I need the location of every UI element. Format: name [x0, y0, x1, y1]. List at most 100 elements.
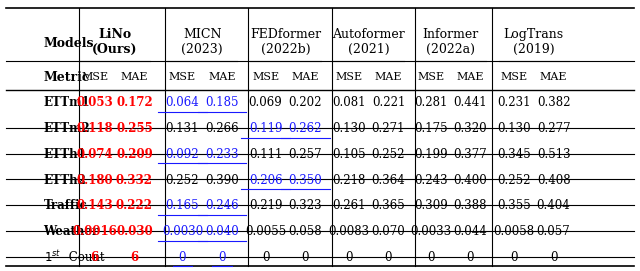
Text: 0.053: 0.053 — [76, 96, 113, 109]
Text: 0: 0 — [301, 251, 309, 264]
Text: MAE: MAE — [457, 72, 484, 82]
Text: $1^{st}$: $1^{st}$ — [44, 250, 61, 265]
Text: 0.118: 0.118 — [76, 122, 113, 135]
Text: 0.243: 0.243 — [414, 174, 447, 187]
Text: 0.271: 0.271 — [372, 122, 405, 135]
Text: 0.130: 0.130 — [332, 122, 365, 135]
Text: 0.441: 0.441 — [454, 96, 487, 109]
Text: 0.064: 0.064 — [166, 96, 199, 109]
Text: MICN
(2023): MICN (2023) — [181, 28, 223, 56]
Text: 0.262: 0.262 — [289, 122, 322, 135]
Text: 0.131: 0.131 — [166, 122, 199, 135]
Text: 0.0058: 0.0058 — [493, 225, 534, 238]
Text: MAE: MAE — [121, 72, 148, 82]
Text: 0.209: 0.209 — [116, 148, 153, 161]
Text: 0.323: 0.323 — [289, 199, 322, 212]
Text: Autoformer
(2021): Autoformer (2021) — [332, 28, 405, 56]
Text: 0: 0 — [218, 251, 226, 264]
Text: 0.221: 0.221 — [372, 96, 405, 109]
Text: 0.382: 0.382 — [537, 96, 570, 109]
Text: LiNo
(Ours): LiNo (Ours) — [92, 28, 138, 56]
Text: 0: 0 — [550, 251, 557, 264]
Text: 0.365: 0.365 — [372, 199, 405, 212]
Text: 0.320: 0.320 — [454, 122, 487, 135]
Text: 0.143: 0.143 — [76, 199, 113, 212]
Text: 0.400: 0.400 — [454, 174, 487, 187]
Text: 0.199: 0.199 — [414, 148, 447, 161]
Text: 0.119: 0.119 — [249, 122, 282, 135]
Text: 0.0033: 0.0033 — [410, 225, 451, 238]
Text: 6: 6 — [91, 251, 99, 264]
Text: 0.231: 0.231 — [497, 96, 531, 109]
Text: ETTh1: ETTh1 — [44, 148, 86, 161]
Text: 0.058: 0.058 — [289, 225, 322, 238]
Text: 0.309: 0.309 — [414, 199, 447, 212]
Text: 0.0016: 0.0016 — [72, 225, 117, 238]
Text: 0.408: 0.408 — [537, 174, 570, 187]
Text: 6: 6 — [131, 251, 138, 264]
Text: 0.057: 0.057 — [537, 225, 570, 238]
Text: 0.202: 0.202 — [289, 96, 322, 109]
Text: 0.111: 0.111 — [249, 148, 282, 161]
Text: 0.175: 0.175 — [414, 122, 447, 135]
Text: 0.233: 0.233 — [205, 148, 239, 161]
Text: 0.281: 0.281 — [414, 96, 447, 109]
Text: 0.218: 0.218 — [332, 174, 365, 187]
Text: 0.252: 0.252 — [372, 148, 405, 161]
Text: 0.257: 0.257 — [289, 148, 322, 161]
Text: 0.092: 0.092 — [166, 148, 199, 161]
Text: 0.246: 0.246 — [205, 199, 239, 212]
Text: 0: 0 — [467, 251, 474, 264]
Text: 0.069: 0.069 — [249, 96, 282, 109]
Text: 0.261: 0.261 — [332, 199, 365, 212]
Text: 0.074: 0.074 — [76, 148, 113, 161]
Text: MSE: MSE — [169, 72, 196, 82]
Text: ETTm2: ETTm2 — [44, 122, 90, 135]
Text: 0.222: 0.222 — [116, 199, 153, 212]
Text: 0.513: 0.513 — [537, 148, 570, 161]
Text: Informer
(2022a): Informer (2022a) — [422, 28, 479, 56]
Text: 0.219: 0.219 — [249, 199, 282, 212]
Text: 0.105: 0.105 — [332, 148, 365, 161]
Text: 0.332: 0.332 — [116, 174, 153, 187]
Text: MAE: MAE — [292, 72, 319, 82]
Text: 0.277: 0.277 — [537, 122, 570, 135]
Text: 0.252: 0.252 — [497, 174, 531, 187]
Text: 0.070: 0.070 — [372, 225, 405, 238]
Text: MAE: MAE — [540, 72, 567, 82]
Text: 0.255: 0.255 — [116, 122, 153, 135]
Text: Weather: Weather — [44, 225, 99, 238]
Text: Models: Models — [44, 37, 94, 50]
Text: MSE: MSE — [417, 72, 444, 82]
Text: 0.388: 0.388 — [454, 199, 487, 212]
Text: 0.404: 0.404 — [537, 199, 570, 212]
Text: LogTrans
(2019): LogTrans (2019) — [504, 28, 564, 56]
Text: 0.0083: 0.0083 — [328, 225, 369, 238]
Text: MAE: MAE — [209, 72, 236, 82]
Text: 0.172: 0.172 — [116, 96, 153, 109]
Text: 0.350: 0.350 — [289, 174, 322, 187]
Text: 0.377: 0.377 — [454, 148, 487, 161]
Text: MSE: MSE — [81, 72, 108, 82]
Text: 0.180: 0.180 — [76, 174, 113, 187]
Text: 0.0030: 0.0030 — [162, 225, 203, 238]
Text: 0.130: 0.130 — [497, 122, 531, 135]
Text: 0: 0 — [345, 251, 353, 264]
Text: Count: Count — [65, 251, 104, 264]
Text: 0.345: 0.345 — [497, 148, 531, 161]
Text: MAE: MAE — [375, 72, 402, 82]
Text: 0.081: 0.081 — [332, 96, 365, 109]
Text: MSE: MSE — [252, 72, 279, 82]
Text: 0.364: 0.364 — [372, 174, 405, 187]
Text: 0.030: 0.030 — [116, 225, 153, 238]
Text: ETTm1: ETTm1 — [44, 96, 90, 109]
Text: 0.165: 0.165 — [166, 199, 199, 212]
Text: 0.390: 0.390 — [205, 174, 239, 187]
Text: 0.0055: 0.0055 — [245, 225, 286, 238]
Text: FEDformer
(2022b): FEDformer (2022b) — [250, 28, 321, 56]
Text: Metric: Metric — [44, 71, 90, 84]
Text: 0.185: 0.185 — [205, 96, 239, 109]
Text: 0: 0 — [179, 251, 186, 264]
Text: 0: 0 — [510, 251, 518, 264]
Text: 0: 0 — [262, 251, 269, 264]
